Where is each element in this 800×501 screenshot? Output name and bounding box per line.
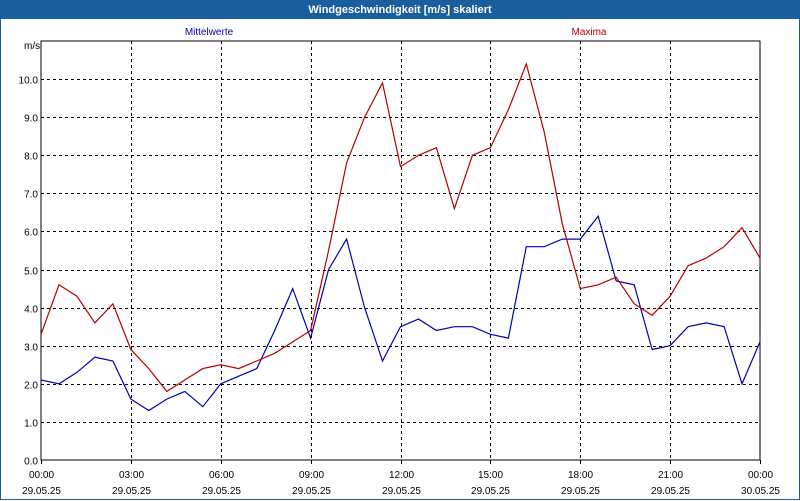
x-tick-time: 00:00 <box>748 470 773 481</box>
y-tick-label: 1.0 <box>24 419 38 430</box>
y-tick-label: 5.0 <box>24 267 38 278</box>
y-tick-label: 10.0 <box>19 76 39 87</box>
plot-area <box>40 40 761 461</box>
x-tick-time: 09:00 <box>299 470 324 481</box>
y-tick-label: 8.0 <box>24 152 38 163</box>
x-tick-time: 06:00 <box>209 470 234 481</box>
x-tick-date: 29.05.25 <box>112 486 151 497</box>
x-tick-time: 12:00 <box>389 470 414 481</box>
x-tick-time: 18:00 <box>568 470 593 481</box>
x-tick-date: 29.05.25 <box>471 486 510 497</box>
x-tick-time: 21:00 <box>658 470 683 481</box>
y-tick-label: 9.0 <box>24 114 38 125</box>
y-tick-label: 2.0 <box>24 381 38 392</box>
chart-title: Windgeschwindigkeit [m/s] skaliert <box>1 1 799 19</box>
x-tick-time: 15:00 <box>478 470 503 481</box>
series-line-mittelwerte <box>40 214 761 412</box>
y-tick-label: 3.0 <box>24 343 38 354</box>
legend-maxima: Maxima <box>571 27 606 38</box>
series-line-maxima <box>40 61 761 393</box>
x-tick-date: 29.05.25 <box>22 486 61 497</box>
x-tick-date: 29.05.25 <box>202 486 241 497</box>
x-tick-time: 03:00 <box>119 470 144 481</box>
y-tick-label: 6.0 <box>24 228 38 239</box>
y-axis-label: m/s <box>24 41 40 52</box>
x-tick-date: 30.05.25 <box>741 486 780 497</box>
y-tick-label: 0.0 <box>24 457 38 468</box>
legend-mittelwerte: Mittelwerte <box>185 27 234 38</box>
x-tick-date: 29.05.25 <box>292 486 331 497</box>
x-tick-date: 29.05.25 <box>651 486 690 497</box>
x-tick-date: 29.05.25 <box>382 486 421 497</box>
y-tick-label: 7.0 <box>24 190 38 201</box>
y-tick-label: 4.0 <box>24 305 38 316</box>
x-tick-time: 00:00 <box>29 470 54 481</box>
x-tick-date: 29.05.25 <box>561 486 600 497</box>
